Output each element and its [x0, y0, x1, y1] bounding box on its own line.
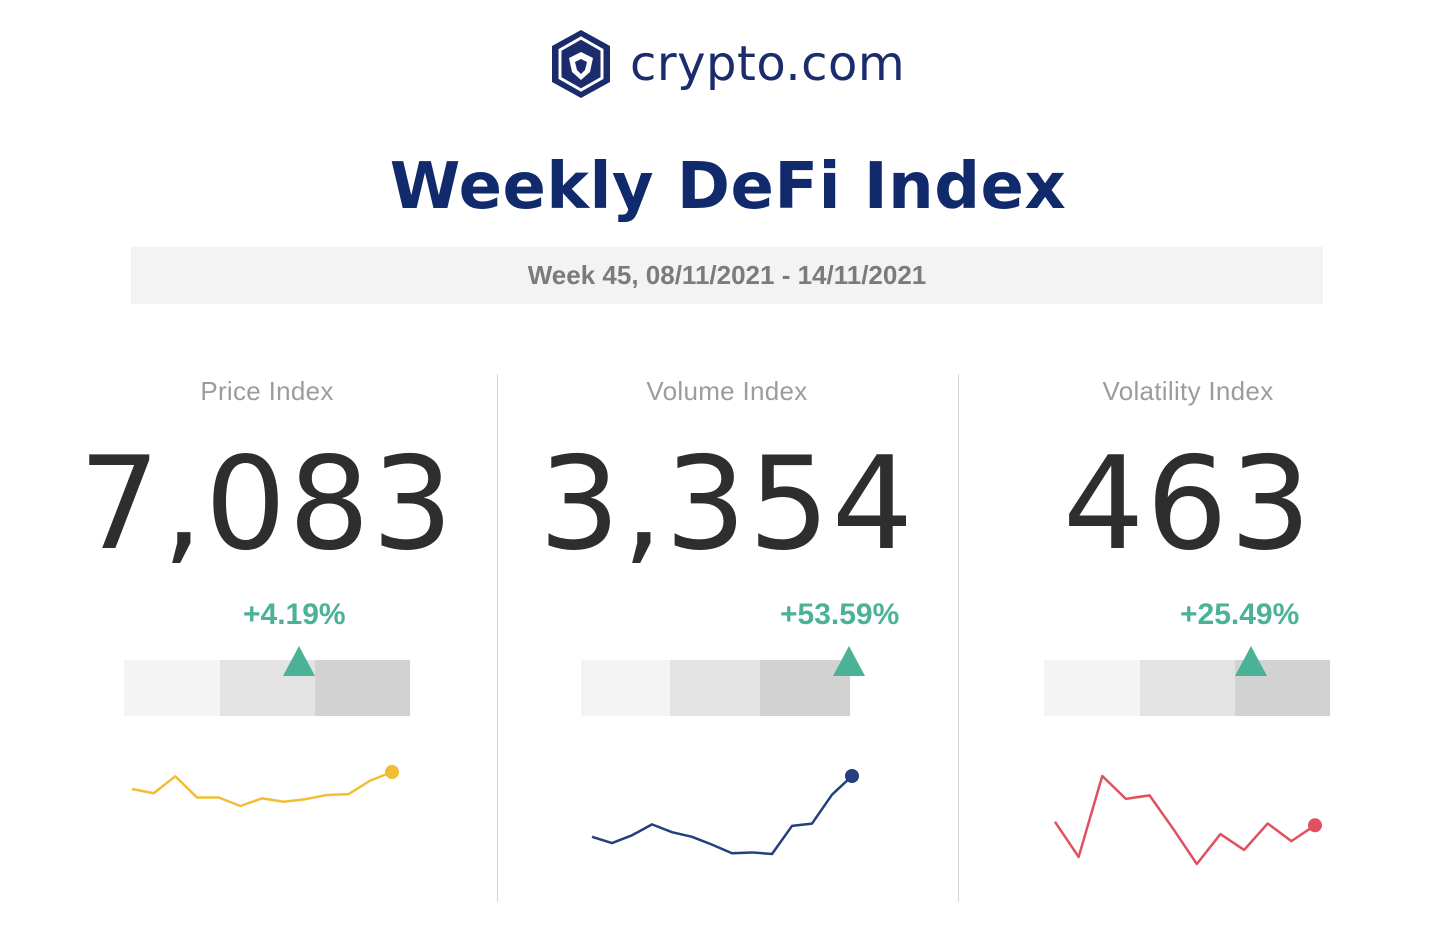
brand-header: crypto.com	[550, 28, 905, 100]
column-divider	[958, 374, 959, 902]
sparkline-line	[591, 775, 853, 856]
volatility-index-label: Volatility Index	[1102, 376, 1274, 406]
week-range-text: Week 45, 08/11/2021 - 14/11/2021	[527, 260, 927, 290]
volume-index-change: +53.59%	[780, 598, 900, 631]
brand-name: crypto.com	[630, 36, 906, 92]
page-title: Weekly DeFi Index	[389, 150, 1067, 224]
volume-index-value: 3,354	[538, 430, 916, 579]
sparkline-endpoint	[1308, 818, 1322, 833]
price-index-change: +4.19%	[243, 598, 346, 631]
sparkline-line	[131, 770, 393, 808]
sparkline-endpoint	[845, 769, 859, 783]
volume-index-sparkline	[591, 769, 859, 856]
volume-index-gauge	[581, 660, 850, 716]
column-divider	[497, 374, 498, 902]
sparkline-endpoint	[385, 765, 399, 779]
price-index-sparkline	[131, 765, 399, 808]
volatility-index-change: +25.49%	[1180, 598, 1300, 631]
price-index-label: Price Index	[200, 376, 334, 406]
volatility-index-sparkline	[1053, 774, 1322, 866]
volume-index-label: Volume Index	[646, 376, 808, 406]
sparkline-line	[1053, 774, 1316, 866]
lion-shield-icon	[552, 30, 610, 98]
volatility-index-gauge-marker	[1235, 646, 1267, 676]
price-index-gauge	[124, 660, 410, 716]
price-index-gauge-marker	[283, 646, 315, 676]
week-range-banner: Week 45, 08/11/2021 - 14/11/2021	[131, 247, 1323, 304]
volume-index-gauge-marker	[833, 646, 865, 676]
volatility-index-value: 463	[1062, 430, 1314, 579]
price-index-value: 7,083	[78, 430, 456, 579]
volatility-index-gauge	[1044, 660, 1330, 716]
